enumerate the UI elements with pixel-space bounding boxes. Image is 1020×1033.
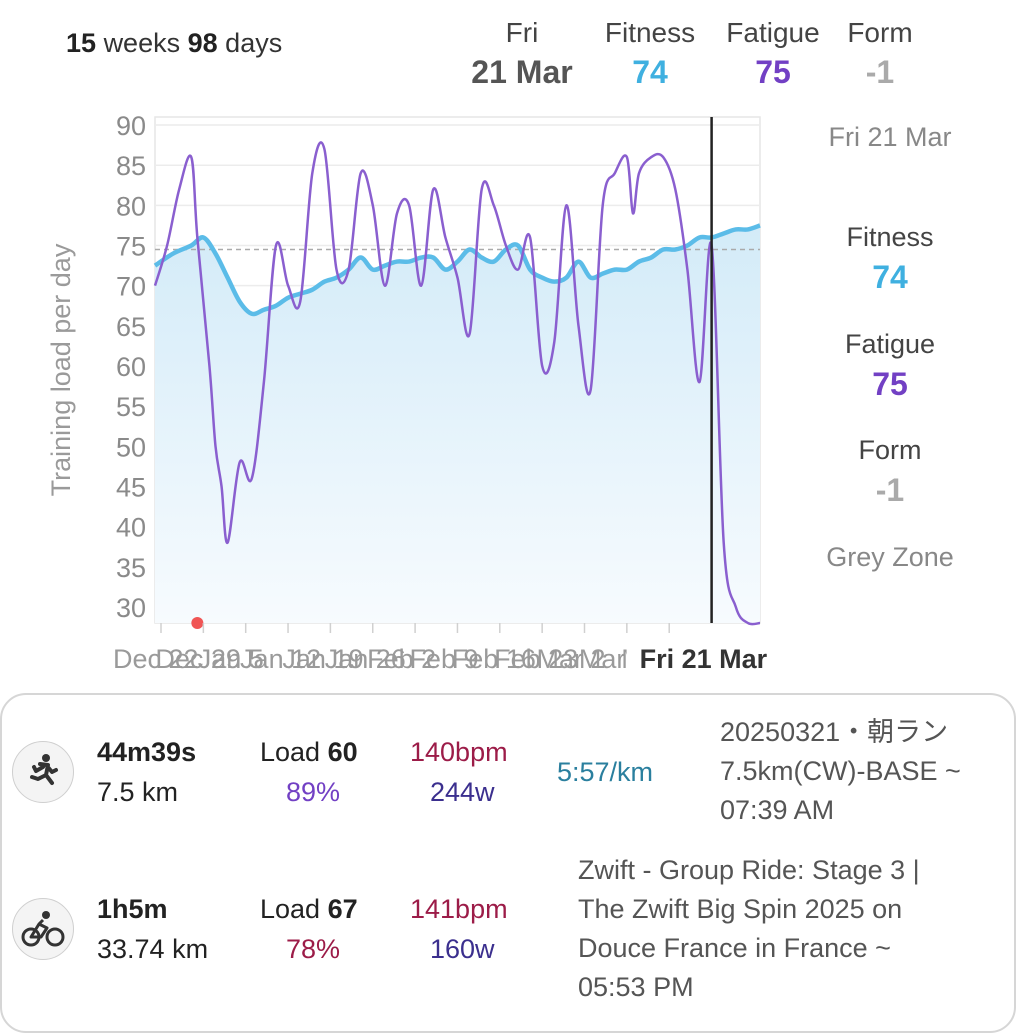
- header-fatigue-value: 75: [755, 54, 791, 90]
- side-fitness: Fitness 74: [820, 222, 960, 296]
- selected-date-label: Fri 21 Mar: [640, 644, 768, 674]
- y-tick-label: 55: [116, 392, 146, 422]
- activity-description: Zwift - Group Ride: Stage 3 | The Zwift …: [578, 851, 920, 1007]
- y-tick-label: 45: [116, 472, 146, 502]
- x-tick-label: Dec 22: [113, 644, 199, 674]
- y-tick-label: 80: [116, 191, 146, 221]
- header-day: Fri: [505, 17, 539, 48]
- weeks-count: 15: [66, 28, 97, 58]
- side-fatigue: Fatigue 75: [820, 329, 960, 403]
- header-fitness-value: 74: [632, 54, 668, 90]
- x-tick-label: Jan 5: [198, 644, 264, 674]
- period-summary: 15 weeks 98 days: [66, 28, 282, 59]
- cycling-icon: [12, 898, 74, 960]
- header-fitness: Fitness 74: [595, 16, 705, 94]
- y-tick-label: 60: [116, 352, 146, 382]
- x-tick-label: Jan 19: [282, 644, 363, 674]
- side-form: Form -1: [820, 435, 960, 509]
- y-tick-label: 35: [116, 553, 146, 583]
- activity-desc-line: Zwift - Group Ride: Stage 3 |: [578, 855, 920, 885]
- activity-desc-line: 20250321・朝ラン: [720, 717, 949, 747]
- activity-power: 244w: [430, 777, 495, 807]
- days-count: 98: [187, 28, 218, 58]
- activity-load-value: 67: [327, 894, 358, 924]
- activity-load-label: Load: [260, 737, 321, 767]
- activity-duration: 44m39s: [97, 737, 197, 767]
- y-tick-label: 85: [116, 151, 146, 181]
- y-tick-label: 90: [116, 111, 146, 141]
- y-tick-label: 70: [116, 272, 146, 302]
- side-form-label: Form: [858, 435, 922, 465]
- header-date-value: 21 Mar: [471, 54, 573, 90]
- activity-desc-line: 05:53 PM: [578, 972, 694, 1002]
- y-tick-label: 40: [116, 513, 146, 543]
- activity-desc-line: Douce France in France ~: [578, 933, 891, 963]
- activity-distance: 33.74 km: [97, 934, 209, 964]
- x-tick-label: Jan 12: [240, 644, 321, 674]
- activity-desc-line: 7.5km(CW)-BASE ~: [720, 756, 961, 786]
- header-form-label: Form: [847, 17, 913, 48]
- selected-label-bg: [626, 639, 800, 679]
- series-line-fitness: [153, 223, 761, 317]
- x-tick-label: Dec 29: [155, 644, 241, 674]
- header-date: Fri 21 Mar: [460, 16, 584, 94]
- activity-load-label: Load: [260, 894, 321, 924]
- activity-load: Load 60: [260, 733, 358, 771]
- x-tick-label: Feb 23: [494, 644, 578, 674]
- fitness-area: [155, 225, 760, 623]
- side-fitness-label: Fitness: [846, 222, 934, 252]
- training-load-chart[interactable]: 30 35 40 45 50 55 60 65 70 75 80 85 90 Training load …: [0, 105, 800, 680]
- activity-load: Load 67: [260, 890, 358, 928]
- activity-duration: 1h5m: [97, 894, 168, 924]
- activity-heart-rate: 140bpm: [410, 737, 508, 767]
- activity-desc-line: 07:39 AM: [720, 795, 835, 825]
- activity-power: 160w: [430, 934, 495, 964]
- y-tick-label: 30: [116, 593, 146, 623]
- activity-load-percent: 89%: [286, 777, 341, 807]
- x-tick-label: Feb 16: [452, 644, 536, 674]
- header-fitness-label: Fitness: [604, 17, 696, 48]
- activity-desc-line: The Zwift Big Spin 2025 on: [578, 894, 903, 924]
- days-label: days: [225, 28, 283, 58]
- side-date: Fri 21 Mar: [820, 122, 960, 153]
- header-fatigue-label: Fatigue: [726, 17, 820, 48]
- side-fatigue-label: Fatigue: [844, 329, 936, 359]
- y-tick-label: 65: [116, 312, 146, 342]
- weeks-label: weeks: [103, 28, 181, 58]
- x-tick-label: Feb 9: [409, 644, 478, 674]
- running-icon: [12, 741, 74, 803]
- side-date-value: Fri 21 Mar: [828, 122, 952, 152]
- side-fatigue-value: 75: [872, 366, 908, 402]
- y-tick-label: 50: [116, 432, 146, 462]
- x-tick-label: Jan 26: [325, 644, 406, 674]
- activity-heart-rate: 141bpm: [410, 894, 508, 924]
- activity-load-value: 60: [327, 737, 358, 767]
- series-line-fatigue: [153, 141, 761, 626]
- activity-distance: 7.5 km: [97, 777, 179, 807]
- header-form: Form -1: [835, 16, 925, 94]
- activity-description: 20250321・朝ラン 7.5km(CW)-BASE ~ 07:39 AM: [720, 713, 961, 830]
- x-tick-label: Feb 2: [367, 644, 436, 674]
- activity-marker: [191, 617, 204, 629]
- side-fitness-value: 74: [872, 259, 908, 295]
- activities-card: 44m39s 7.5 km Load 60 89% 140bpm 244w 5:…: [0, 693, 1016, 1033]
- y-tick-label: 75: [116, 232, 146, 262]
- y-axis-label: Training load per day: [46, 243, 76, 496]
- x-tick-label: Mar 2: [537, 644, 606, 674]
- side-zone: Grey Zone: [826, 542, 954, 572]
- activity-load-percent: 78%: [286, 934, 341, 964]
- side-form-value: -1: [875, 472, 905, 508]
- header-form-value: -1: [865, 54, 895, 90]
- activity-pace: 5:57/km: [557, 757, 654, 787]
- header-fatigue: Fatigue 75: [718, 16, 828, 94]
